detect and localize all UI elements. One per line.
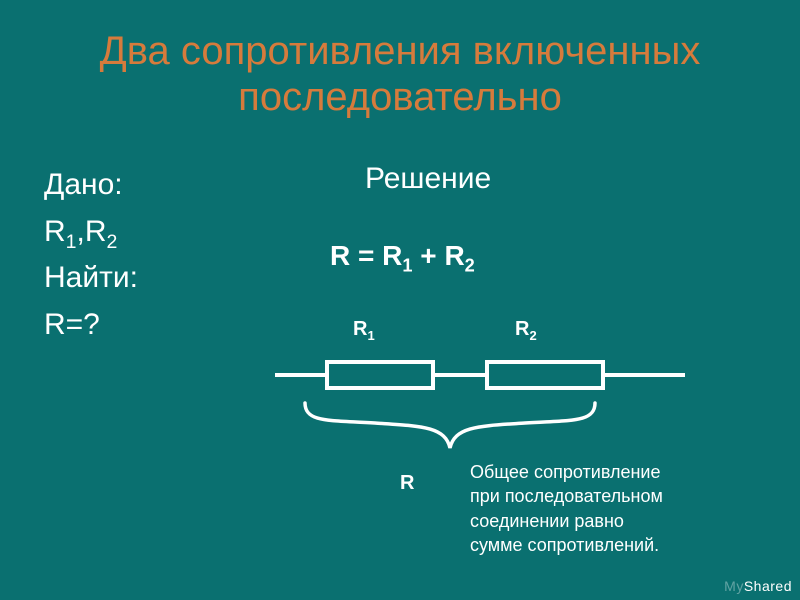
brace-icon — [300, 398, 600, 458]
find-label: Найти: — [44, 255, 138, 302]
formula-lhs: R — [330, 240, 350, 271]
given-label: Дано: — [44, 162, 138, 209]
circuit-diagram — [275, 350, 715, 400]
watermark-part1: My — [724, 578, 744, 594]
formula-r1: R1 — [382, 240, 412, 271]
r1-label: R1 — [353, 318, 375, 341]
slide: Два сопротивления включенных последовате… — [0, 0, 800, 600]
r2-label-text: R — [515, 318, 529, 340]
formula-eq: = — [358, 240, 374, 271]
explain-line-1: Общее сопротивление — [470, 460, 663, 484]
result-R: R — [400, 472, 414, 495]
r2-label: R2 — [515, 318, 537, 341]
wire-right — [605, 373, 685, 377]
explanation-text: Общее сопротивление при последовательном… — [470, 460, 663, 557]
slide-title: Два сопротивления включенных последовате… — [0, 28, 800, 120]
r1-label-sub: 1 — [367, 328, 374, 343]
find-var: R=? — [44, 302, 138, 349]
watermark: MyShared — [724, 578, 792, 594]
watermark-part2: Shared — [744, 578, 792, 594]
r1-label-text: R — [353, 318, 367, 340]
series-formula: R = R1 + R2 — [330, 240, 475, 272]
solution-label: Решение — [365, 162, 491, 196]
formula-plus: + — [420, 240, 436, 271]
explain-line-3: соединении равно — [470, 509, 663, 533]
given-block: Дано: R1,R2 Найти: R=? — [44, 162, 138, 348]
given-vars: R1,R2 — [44, 209, 138, 256]
wire-left — [275, 373, 325, 377]
explain-line-2: при последовательном — [470, 484, 663, 508]
wire-mid — [435, 373, 485, 377]
resistor-2 — [485, 360, 605, 390]
r2-label-sub: 2 — [529, 328, 536, 343]
explain-line-4: сумме сопротивлений. — [470, 533, 663, 557]
resistor-1 — [325, 360, 435, 390]
formula-r2: R2 — [444, 240, 474, 271]
